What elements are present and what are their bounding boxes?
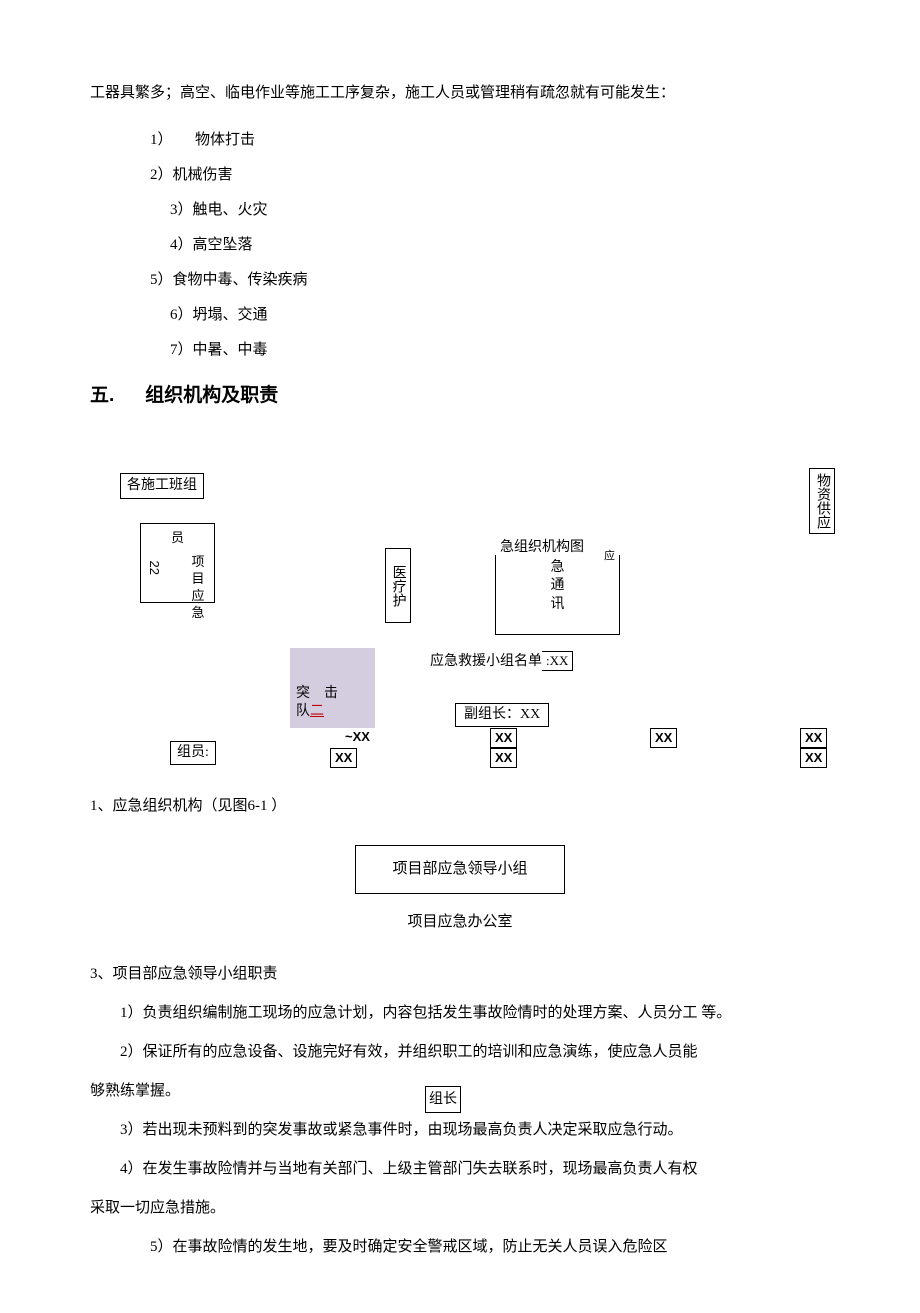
member-label: 员 — [141, 524, 214, 549]
box-deputy: 副组长：XX — [455, 703, 549, 727]
risk-list: 1） 物体打击 2）机械伤害 3）触电、火灾 4）高空坠落 5）食物中毒、传染疾… — [90, 127, 830, 364]
box-member-label: 组员: — [170, 741, 216, 765]
risk-item: 1） 物体打击 — [150, 127, 830, 154]
section3-p4a: 4）在发生事故险情并与当地有关部门、上级主管部门失去联系时，现场最高负责人有权 — [90, 1156, 830, 1183]
ying-char: 应 — [604, 549, 615, 564]
heading-number: 五. — [90, 379, 140, 413]
xx-cell-6: XX — [800, 748, 827, 768]
box-construction-groups: 各施工班组 — [120, 473, 204, 499]
rescue-list-label: 应急救援小组名单:XX — [430, 651, 573, 672]
tilde-xx: ~XX — [345, 728, 370, 746]
team-two-label: 队二 — [296, 699, 324, 724]
risk-item: 7）中暑、中毒 — [150, 337, 830, 364]
rescue-xx: :XX — [542, 651, 573, 671]
section-heading: 五. 组织机构及职责 — [90, 379, 830, 413]
intro-text: 工器具繁多；高空、临电作业等施工工序复杂，施工人员或管理稍有疏忽就有可能发生： — [90, 80, 830, 107]
leader-box: 组长 — [425, 1086, 461, 1113]
box-medical: 医疗护 — [385, 548, 411, 623]
proj-emer: 项目应急 — [190, 554, 206, 622]
box-member-22: 员 22 项目应急 — [140, 523, 215, 603]
xx-cell-3: XX — [490, 748, 517, 768]
xx-cell-5: XX — [800, 728, 827, 748]
section3-p2a: 2）保证所有的应急设备、设施完好有效，并组织职工的培训和应急演练，使应急人员能 — [90, 1039, 830, 1066]
n22: 22 — [143, 561, 166, 575]
center-box-leading-group: 项目部应急领导小组 — [355, 845, 565, 894]
section3-p1: 1）负责组织编制施工现场的应急计划，内容包括发生事故险情时的处理方案、人员分工 … — [90, 1000, 830, 1027]
risk-item: 6）坍塌、交通 — [150, 302, 830, 329]
section3-p3: 3）若出现未预料到的突发事故或紧急事件时，由现场最高负责人决定采取应急行动。 — [90, 1117, 830, 1144]
shaded-box: 突 击 队二 — [290, 648, 375, 728]
rescue-text: 应急救援小组名单 — [430, 654, 542, 669]
xx-cell-1: XX — [330, 748, 357, 768]
risk-item: 3）触电、火灾 — [150, 197, 830, 224]
xx-cell-2: XX — [490, 728, 517, 748]
diagram-caption: 1、应急组织机构（见图6-1 ） — [90, 793, 830, 820]
risk-item: 4）高空坠落 — [150, 232, 830, 259]
comm-text: 急通讯 — [550, 559, 566, 614]
xx-cell-4: XX — [650, 728, 677, 748]
risk-item: 2）机械伤害 — [150, 162, 830, 189]
org-diagram: 各施工班组 物资供应 员 22 项目应急 医疗护 急组织机构图 应 急通讯 应急… — [90, 443, 830, 783]
box-comm: 应 急通讯 — [495, 555, 620, 635]
section-3: 3、项目部应急领导小组职责 1）负责组织编制施工现场的应急计划，内容包括发生事故… — [90, 961, 830, 1261]
deputy-text: 副组长：XX — [464, 707, 540, 722]
section3-p4b: 采取一切应急措施。 — [90, 1195, 830, 1222]
heading-title: 组织机构及职责 — [145, 385, 278, 406]
section3-p5: 5）在事故险情的发生地，要及时确定安全警戒区域，防止无关人员误入危险区 — [90, 1234, 830, 1261]
risk-item: 5）食物中毒、传染疾病 — [150, 267, 830, 294]
section3-title: 3、项目部应急领导小组职责 — [90, 961, 830, 988]
center-text-office: 项目应急办公室 — [90, 909, 830, 936]
box-supplies: 物资供应 — [809, 468, 835, 534]
